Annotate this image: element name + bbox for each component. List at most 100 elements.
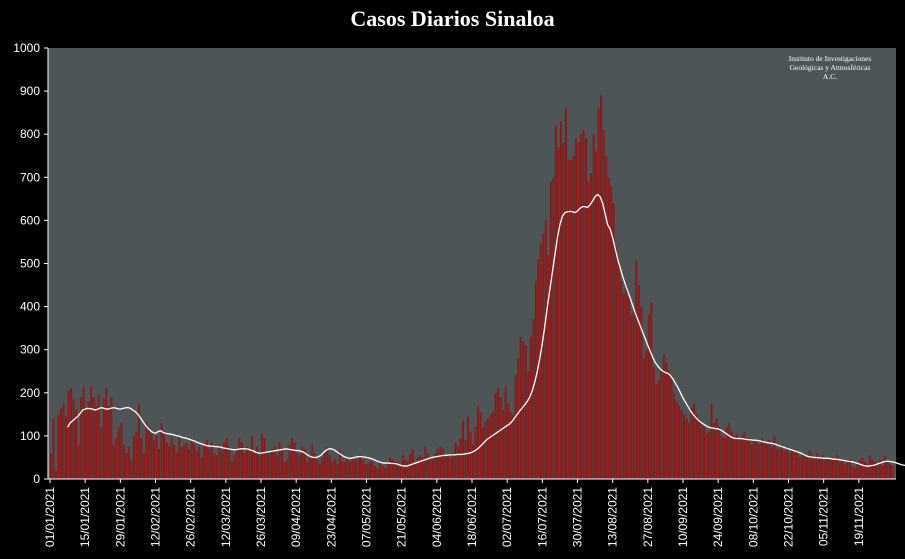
- x-tick-label: 29/01/2021: [113, 487, 127, 547]
- bar: [158, 448, 161, 479]
- bar: [833, 459, 836, 479]
- bar: [261, 433, 264, 479]
- bar: [878, 459, 881, 479]
- bar: [635, 261, 638, 479]
- bar: [482, 427, 485, 479]
- bar: [195, 450, 198, 479]
- bar: [883, 455, 886, 479]
- bar: [115, 438, 118, 479]
- bar: [326, 446, 329, 479]
- bar: [823, 459, 826, 479]
- bar: [288, 444, 291, 479]
- bar: [836, 455, 839, 479]
- bar: [102, 399, 105, 479]
- bar: [198, 446, 201, 479]
- bar: [873, 461, 876, 479]
- x-tick-label: 19/11/2021: [852, 487, 866, 546]
- y-tick-label: 700: [20, 170, 40, 184]
- bar: [396, 461, 399, 479]
- bar: [665, 362, 668, 479]
- bar: [92, 397, 95, 479]
- bar: [625, 285, 628, 479]
- bar: [152, 440, 155, 479]
- bar: [891, 466, 894, 479]
- bar: [690, 407, 693, 479]
- bar: [220, 450, 223, 479]
- bar: [587, 181, 590, 480]
- bar: [765, 444, 768, 479]
- bar: [695, 414, 698, 479]
- bar: [112, 444, 115, 479]
- bar: [863, 461, 866, 479]
- bar: [441, 448, 444, 479]
- bar: [564, 108, 567, 479]
- bar: [607, 177, 610, 480]
- bar: [489, 414, 492, 479]
- bar: [532, 319, 535, 479]
- bar: [293, 442, 296, 479]
- bar: [404, 459, 407, 479]
- bar: [723, 438, 726, 479]
- bar: [876, 463, 879, 479]
- bar: [574, 138, 577, 479]
- bar: [785, 446, 788, 479]
- bar: [341, 461, 344, 479]
- bar: [389, 457, 392, 479]
- bar: [82, 386, 85, 479]
- bar: [517, 358, 520, 479]
- bar: [454, 442, 457, 479]
- bar: [306, 461, 309, 479]
- bar: [190, 440, 193, 479]
- bar: [770, 446, 773, 479]
- bar: [753, 440, 756, 479]
- bar: [434, 453, 437, 479]
- bar: [632, 310, 635, 479]
- bar: [670, 375, 673, 479]
- bar: [52, 418, 55, 479]
- bar: [637, 285, 640, 479]
- bar: [238, 438, 241, 479]
- bar: [421, 457, 424, 479]
- bar: [142, 453, 145, 479]
- bar: [183, 444, 186, 479]
- bar: [680, 410, 683, 479]
- bar: [436, 448, 439, 479]
- bar: [70, 388, 73, 479]
- bar: [705, 433, 708, 479]
- y-axis-ticks: 0 100 200 300 400 500 600 700 800 900 1000: [13, 41, 48, 486]
- bar: [165, 442, 168, 479]
- bar: [230, 461, 233, 479]
- bar: [283, 461, 286, 479]
- bar: [577, 142, 580, 479]
- y-tick-label: 500: [20, 257, 40, 271]
- bar: [50, 453, 53, 479]
- x-tick-label: 15/01/2021: [78, 487, 92, 547]
- bar: [371, 461, 374, 479]
- bar: [120, 422, 123, 479]
- bar: [175, 453, 178, 479]
- bar: [243, 453, 246, 479]
- x-tick-label: 24/09/2021: [711, 487, 725, 547]
- bar: [105, 388, 108, 479]
- bar: [791, 450, 794, 479]
- bar: [426, 453, 429, 479]
- bar: [163, 431, 166, 479]
- bar: [778, 448, 781, 479]
- bar: [630, 315, 633, 479]
- bar: [693, 403, 696, 479]
- bar: [431, 459, 434, 479]
- bar: [472, 444, 475, 479]
- bar: [703, 427, 706, 479]
- bar: [838, 461, 841, 479]
- bar: [474, 427, 477, 479]
- bar: [871, 459, 874, 479]
- bar: [394, 461, 397, 479]
- bar: [446, 455, 449, 479]
- bar: [647, 315, 650, 479]
- bar: [225, 438, 228, 479]
- bar: [363, 463, 366, 479]
- bar: [62, 403, 65, 479]
- bar: [806, 457, 809, 479]
- bar: [700, 422, 703, 479]
- bar: [720, 435, 723, 479]
